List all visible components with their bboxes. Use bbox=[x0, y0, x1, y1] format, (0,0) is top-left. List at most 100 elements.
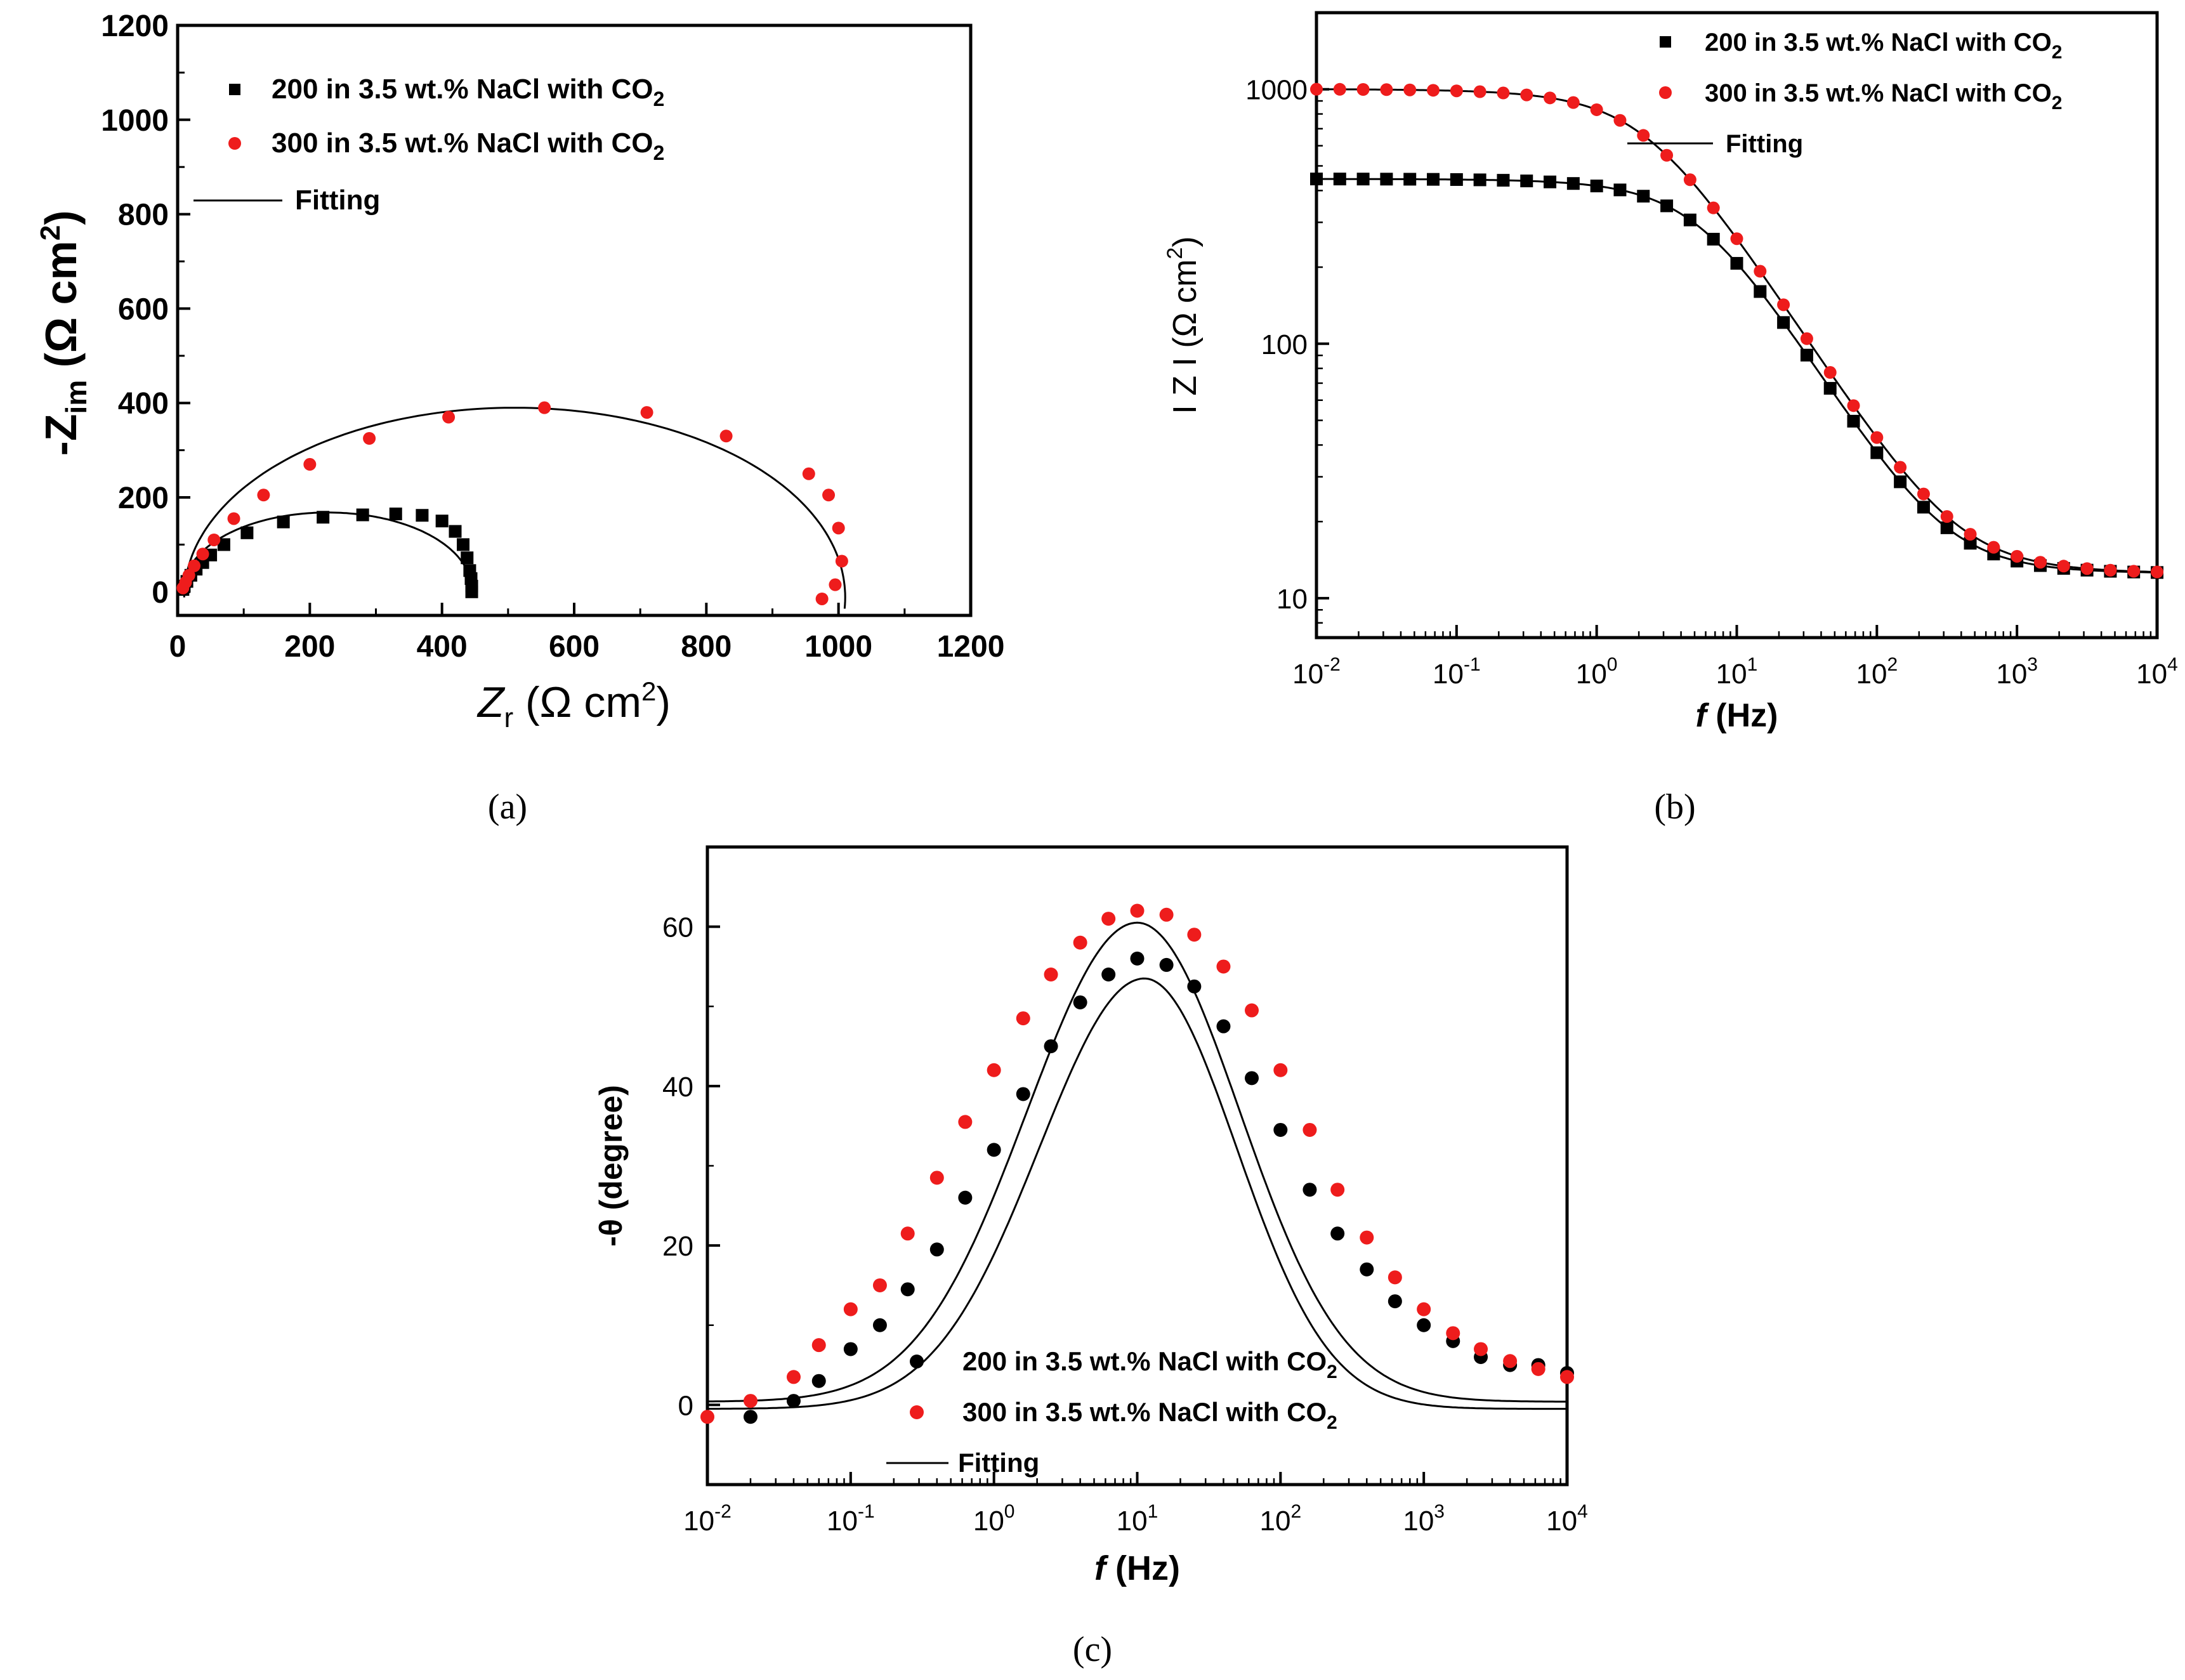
data-point bbox=[829, 578, 842, 591]
y-tick-label: 600 bbox=[118, 292, 169, 326]
data-point bbox=[1754, 285, 1767, 298]
data-point bbox=[1450, 173, 1463, 186]
y-tick-label: 1200 bbox=[101, 10, 169, 43]
y-tick-label: 40 bbox=[662, 1072, 693, 1103]
data-point bbox=[815, 592, 829, 605]
data-point bbox=[1417, 1318, 1431, 1332]
data-point bbox=[1159, 907, 1174, 922]
data-point bbox=[900, 1226, 915, 1241]
data-point bbox=[176, 581, 190, 594]
y-tick-label: 200 bbox=[118, 482, 169, 515]
data-point bbox=[188, 559, 201, 572]
legend-label: 300 in 3.5 wt.% NaCl with CO2 bbox=[272, 128, 664, 164]
legend-text: 200 in 3.5 wt.% NaCl with CO bbox=[962, 1346, 1327, 1376]
data-point bbox=[786, 1394, 801, 1408]
tick-base: 10 bbox=[1433, 659, 1464, 690]
data-point bbox=[2151, 565, 2163, 579]
data-point bbox=[1403, 173, 1417, 186]
data-point bbox=[1388, 1294, 1402, 1309]
data-point bbox=[1613, 183, 1627, 197]
data-point bbox=[2033, 556, 2047, 569]
data-point bbox=[442, 410, 456, 424]
y-tick-label: 10 bbox=[1276, 584, 1308, 615]
data-point bbox=[1823, 366, 1837, 379]
legend-sub: 2 bbox=[1327, 1412, 1337, 1433]
data-point bbox=[786, 1370, 801, 1384]
x-tick-label: 101 bbox=[1117, 1501, 1158, 1537]
data-point bbox=[1987, 541, 2000, 554]
data-point bbox=[1446, 1326, 1460, 1341]
legend-sub: 2 bbox=[2052, 42, 2063, 63]
legend-marker-300 bbox=[910, 1405, 924, 1419]
data-point bbox=[356, 508, 369, 522]
y-tick-label: 0 bbox=[678, 1390, 693, 1421]
y-axis-label: I Z I (Ω cm2) bbox=[1163, 236, 1204, 414]
legend-text: 300 in 3.5 wt.% NaCl with CO bbox=[1705, 79, 2052, 107]
data-point bbox=[227, 512, 240, 525]
legend-text: 200 in 3.5 wt.% NaCl with CO bbox=[1705, 29, 2052, 56]
data-point bbox=[843, 1342, 858, 1356]
data-point bbox=[1894, 475, 1907, 489]
y-label-sup: 2 bbox=[35, 225, 66, 240]
x-label-unit: (Hz) bbox=[1106, 1549, 1180, 1587]
y-tick-label: 60 bbox=[662, 912, 693, 943]
data-point bbox=[2011, 549, 2024, 563]
data-point bbox=[1590, 103, 1603, 116]
data-point bbox=[1302, 1183, 1317, 1197]
fit-curve bbox=[1316, 88, 2158, 573]
data-point bbox=[958, 1115, 973, 1129]
data-point bbox=[1544, 91, 1557, 105]
data-point bbox=[1474, 1342, 1488, 1356]
tick-exp: 4 bbox=[1577, 1501, 1588, 1522]
x-tick-label: 10-1 bbox=[1433, 654, 1481, 690]
tick-exp: 0 bbox=[1004, 1501, 1015, 1522]
y-label-main: I Z I (Ω cm bbox=[1167, 259, 1204, 414]
tick-exp: 3 bbox=[2027, 654, 2038, 675]
data-point bbox=[1101, 912, 1116, 926]
data-point bbox=[1427, 173, 1440, 186]
data-point bbox=[1310, 82, 1323, 96]
data-point bbox=[700, 1410, 714, 1424]
legend-marker-300 bbox=[228, 137, 241, 150]
x-tick-label: 10-1 bbox=[827, 1501, 875, 1537]
data-point bbox=[1245, 1071, 1259, 1086]
data-point bbox=[1940, 521, 1953, 534]
tick-exp: 1 bbox=[1747, 654, 1758, 675]
y-label-tail: ) bbox=[36, 210, 86, 225]
data-point bbox=[1403, 83, 1417, 96]
fit-curve bbox=[707, 921, 1567, 1403]
y-tick-label: 800 bbox=[118, 199, 169, 232]
x-tick-label: 400 bbox=[417, 630, 468, 664]
data-point bbox=[1130, 951, 1145, 966]
x-tick-label: 103 bbox=[1996, 654, 2038, 690]
data-point bbox=[811, 1374, 826, 1388]
tick-exp: -1 bbox=[1464, 654, 1481, 675]
legend-label: 200 in 3.5 wt.% NaCl with CO2 bbox=[962, 1346, 1337, 1382]
x-label-unit: (Ω cm bbox=[513, 678, 641, 726]
data-point bbox=[1101, 968, 1116, 981]
x-tick-label: 10-2 bbox=[683, 1501, 732, 1537]
y-axis-label: -θ (degree) bbox=[593, 1085, 629, 1247]
legend-label: 300 in 3.5 wt.% NaCl with CO2 bbox=[962, 1397, 1337, 1433]
data-point bbox=[872, 1318, 887, 1332]
x-label-sub: r bbox=[504, 702, 513, 733]
data-point bbox=[1613, 114, 1627, 127]
data-point bbox=[240, 526, 254, 539]
x-tick-label: 800 bbox=[681, 630, 732, 664]
legend-label: Fitting bbox=[295, 185, 380, 216]
x-tick-label: 10-2 bbox=[1292, 654, 1341, 690]
data-point bbox=[843, 1302, 858, 1316]
tick-exp: 4 bbox=[2167, 654, 2178, 675]
data-point bbox=[1450, 84, 1463, 98]
tick-base: 10 bbox=[683, 1506, 714, 1537]
data-point bbox=[1187, 979, 1202, 994]
data-point bbox=[1520, 174, 1533, 188]
legend-label: Fitting bbox=[958, 1448, 1039, 1478]
data-point bbox=[1473, 85, 1486, 98]
tick-base: 10 bbox=[1403, 1506, 1434, 1537]
y-label-sub: im bbox=[60, 380, 93, 414]
data-point bbox=[463, 564, 476, 577]
data-point bbox=[1417, 1302, 1431, 1316]
data-point bbox=[1660, 199, 1674, 213]
